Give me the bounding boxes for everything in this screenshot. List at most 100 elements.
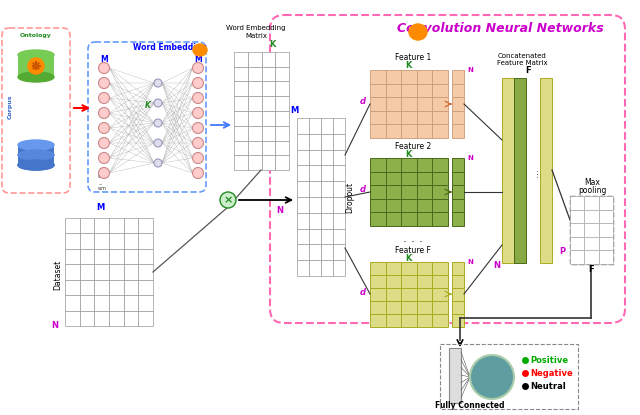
- Bar: [248, 126, 262, 141]
- Bar: [262, 155, 275, 170]
- Bar: [309, 118, 321, 134]
- Bar: [333, 166, 345, 181]
- Text: N: N: [467, 155, 473, 161]
- Bar: [321, 260, 333, 276]
- Bar: [297, 118, 309, 134]
- Bar: [598, 196, 613, 210]
- Bar: [401, 275, 417, 288]
- Bar: [262, 81, 275, 96]
- Bar: [94, 249, 109, 264]
- Bar: [417, 97, 433, 111]
- Bar: [321, 244, 333, 260]
- Text: Feature Matrix: Feature Matrix: [497, 60, 547, 66]
- Bar: [333, 118, 345, 134]
- Bar: [433, 301, 448, 314]
- Bar: [433, 262, 448, 275]
- Bar: [138, 264, 153, 280]
- Bar: [385, 262, 401, 275]
- Circle shape: [220, 192, 236, 208]
- Bar: [433, 314, 448, 327]
- Bar: [584, 223, 598, 237]
- Bar: [452, 70, 464, 83]
- Bar: [401, 83, 417, 97]
- Text: Ontology: Ontology: [20, 33, 52, 38]
- Text: K: K: [145, 101, 151, 110]
- Bar: [433, 124, 448, 138]
- Bar: [109, 249, 124, 264]
- Bar: [370, 111, 385, 124]
- Circle shape: [193, 93, 204, 103]
- Text: Fully Connected: Fully Connected: [435, 401, 505, 410]
- Bar: [234, 141, 248, 155]
- Bar: [502, 78, 514, 263]
- Bar: [248, 67, 262, 81]
- Bar: [401, 212, 417, 226]
- Circle shape: [154, 119, 162, 127]
- Bar: [433, 288, 448, 301]
- Bar: [297, 197, 309, 213]
- Text: M: M: [290, 106, 298, 115]
- Text: K: K: [269, 40, 275, 49]
- Bar: [570, 237, 584, 250]
- Bar: [333, 229, 345, 244]
- Text: P: P: [559, 247, 565, 256]
- Text: w₁: w₁: [98, 174, 104, 179]
- Text: Matrix: Matrix: [245, 33, 267, 39]
- Bar: [94, 264, 109, 280]
- Circle shape: [99, 122, 109, 134]
- Bar: [370, 301, 385, 314]
- Bar: [452, 124, 464, 138]
- Text: M: M: [100, 55, 108, 64]
- Bar: [124, 233, 138, 249]
- Bar: [401, 171, 417, 185]
- Text: wm: wm: [98, 186, 107, 191]
- Text: N: N: [51, 321, 58, 330]
- Bar: [297, 166, 309, 181]
- Text: Positive: Positive: [530, 356, 568, 364]
- Bar: [79, 280, 94, 295]
- Bar: [417, 275, 433, 288]
- Bar: [309, 197, 321, 213]
- Bar: [109, 264, 124, 280]
- Bar: [401, 314, 417, 327]
- Bar: [94, 218, 109, 233]
- Bar: [65, 218, 79, 233]
- Bar: [570, 196, 613, 264]
- Bar: [385, 111, 401, 124]
- Bar: [297, 229, 309, 244]
- Text: Negative: Negative: [530, 369, 573, 378]
- Bar: [433, 83, 448, 97]
- Bar: [309, 260, 321, 276]
- Bar: [452, 275, 464, 288]
- Bar: [452, 158, 464, 171]
- Bar: [385, 275, 401, 288]
- Bar: [433, 111, 448, 124]
- Bar: [248, 111, 262, 126]
- Bar: [401, 199, 417, 212]
- Bar: [262, 52, 275, 67]
- Bar: [248, 52, 262, 67]
- Bar: [94, 295, 109, 310]
- Bar: [65, 280, 79, 295]
- Bar: [370, 70, 385, 83]
- Circle shape: [154, 139, 162, 147]
- Bar: [309, 181, 321, 197]
- Bar: [275, 155, 289, 170]
- Circle shape: [193, 63, 204, 73]
- Bar: [385, 97, 401, 111]
- Bar: [333, 181, 345, 197]
- Circle shape: [99, 93, 109, 103]
- Bar: [385, 185, 401, 199]
- Circle shape: [193, 122, 204, 134]
- Bar: [18, 55, 54, 77]
- Circle shape: [99, 152, 109, 164]
- Bar: [333, 197, 345, 213]
- Bar: [321, 197, 333, 213]
- Bar: [433, 171, 448, 185]
- Bar: [584, 250, 598, 264]
- Bar: [401, 70, 417, 83]
- Bar: [433, 275, 448, 288]
- Ellipse shape: [18, 150, 54, 160]
- Bar: [262, 141, 275, 155]
- Circle shape: [154, 79, 162, 87]
